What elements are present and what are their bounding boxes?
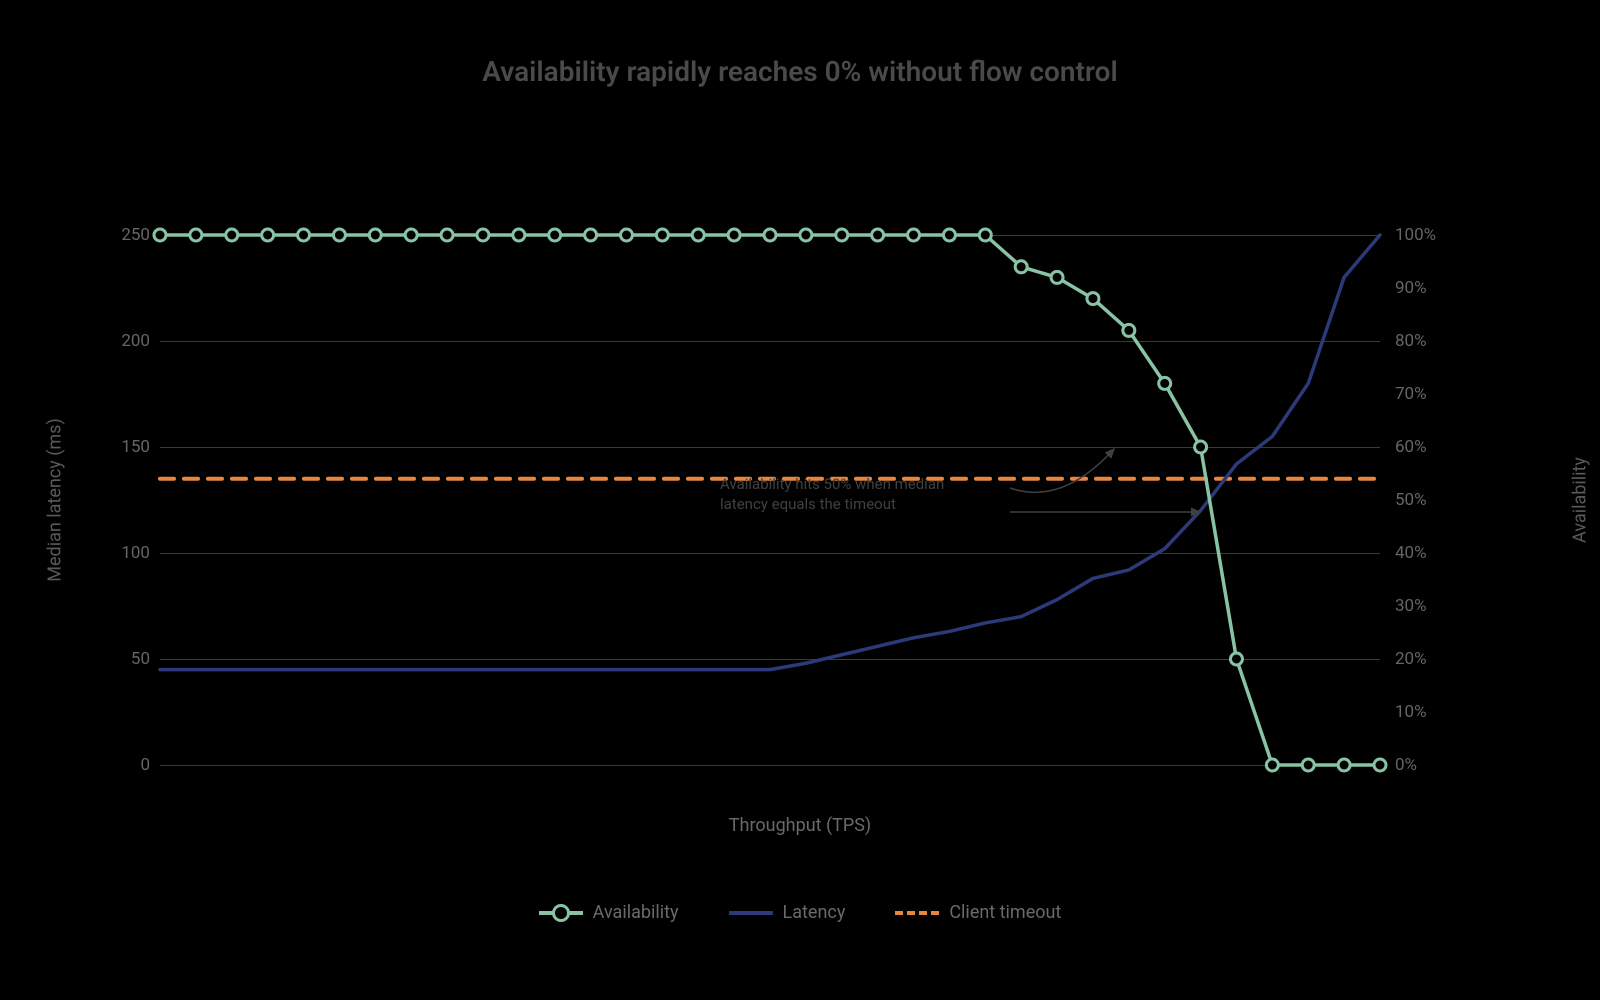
legend-marker-availability <box>552 904 570 922</box>
annotation-text: Availability hits 50% when median latenc… <box>720 475 944 514</box>
legend-item-latency: Latency <box>729 902 846 923</box>
legend-swatch-latency <box>729 911 773 915</box>
legend-label-client-timeout: Client timeout <box>949 902 1061 923</box>
legend-swatch-client-timeout <box>895 911 939 915</box>
legend-item-client-timeout: Client timeout <box>895 902 1061 923</box>
legend-label-availability: Availability <box>593 902 679 923</box>
legend: Availability Latency Client timeout <box>0 902 1600 923</box>
annotation-line1: Availability hits 50% when median <box>720 475 944 493</box>
chart-container: Availability rapidly reaches 0% without … <box>0 0 1600 1000</box>
legend-label-latency: Latency <box>783 902 846 923</box>
legend-item-availability: Availability <box>539 902 679 923</box>
annotation-line2: latency equals the timeout <box>720 495 896 513</box>
legend-swatch-availability <box>539 911 583 915</box>
